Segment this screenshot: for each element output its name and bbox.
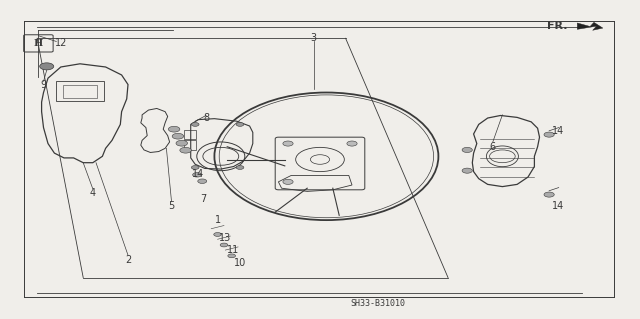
Circle shape bbox=[347, 141, 357, 146]
Circle shape bbox=[214, 233, 221, 236]
Circle shape bbox=[168, 126, 180, 132]
Text: 14: 14 bbox=[192, 169, 205, 179]
Circle shape bbox=[180, 147, 191, 153]
Polygon shape bbox=[577, 22, 603, 30]
Text: 11: 11 bbox=[227, 245, 239, 256]
Text: H: H bbox=[34, 39, 43, 48]
Circle shape bbox=[544, 192, 554, 197]
Text: 8: 8 bbox=[203, 113, 209, 123]
Text: 14: 14 bbox=[552, 201, 564, 211]
Text: 4: 4 bbox=[90, 188, 96, 198]
Text: 12: 12 bbox=[54, 38, 67, 48]
Circle shape bbox=[172, 133, 184, 139]
Text: 10: 10 bbox=[234, 258, 246, 268]
Text: 3: 3 bbox=[310, 33, 317, 43]
Circle shape bbox=[176, 140, 188, 146]
Circle shape bbox=[544, 132, 554, 137]
Text: 9: 9 bbox=[40, 79, 47, 90]
Text: 14: 14 bbox=[552, 126, 564, 136]
Circle shape bbox=[283, 141, 293, 146]
Text: 2: 2 bbox=[125, 255, 131, 265]
Circle shape bbox=[236, 166, 244, 169]
Circle shape bbox=[198, 179, 207, 183]
Circle shape bbox=[236, 122, 244, 126]
Text: 1: 1 bbox=[214, 215, 221, 225]
Circle shape bbox=[191, 166, 199, 169]
Text: 5: 5 bbox=[168, 201, 175, 211]
Text: 13: 13 bbox=[219, 233, 232, 243]
Circle shape bbox=[193, 173, 202, 177]
Circle shape bbox=[228, 254, 236, 258]
Text: 7: 7 bbox=[200, 194, 207, 204]
Text: FR.: FR. bbox=[547, 20, 567, 31]
Text: SH33-B31010: SH33-B31010 bbox=[350, 299, 405, 308]
Circle shape bbox=[283, 179, 293, 184]
Circle shape bbox=[40, 63, 54, 70]
Circle shape bbox=[191, 122, 199, 126]
Circle shape bbox=[220, 243, 228, 247]
Circle shape bbox=[462, 168, 472, 173]
Circle shape bbox=[462, 147, 472, 152]
Text: 6: 6 bbox=[490, 142, 496, 152]
